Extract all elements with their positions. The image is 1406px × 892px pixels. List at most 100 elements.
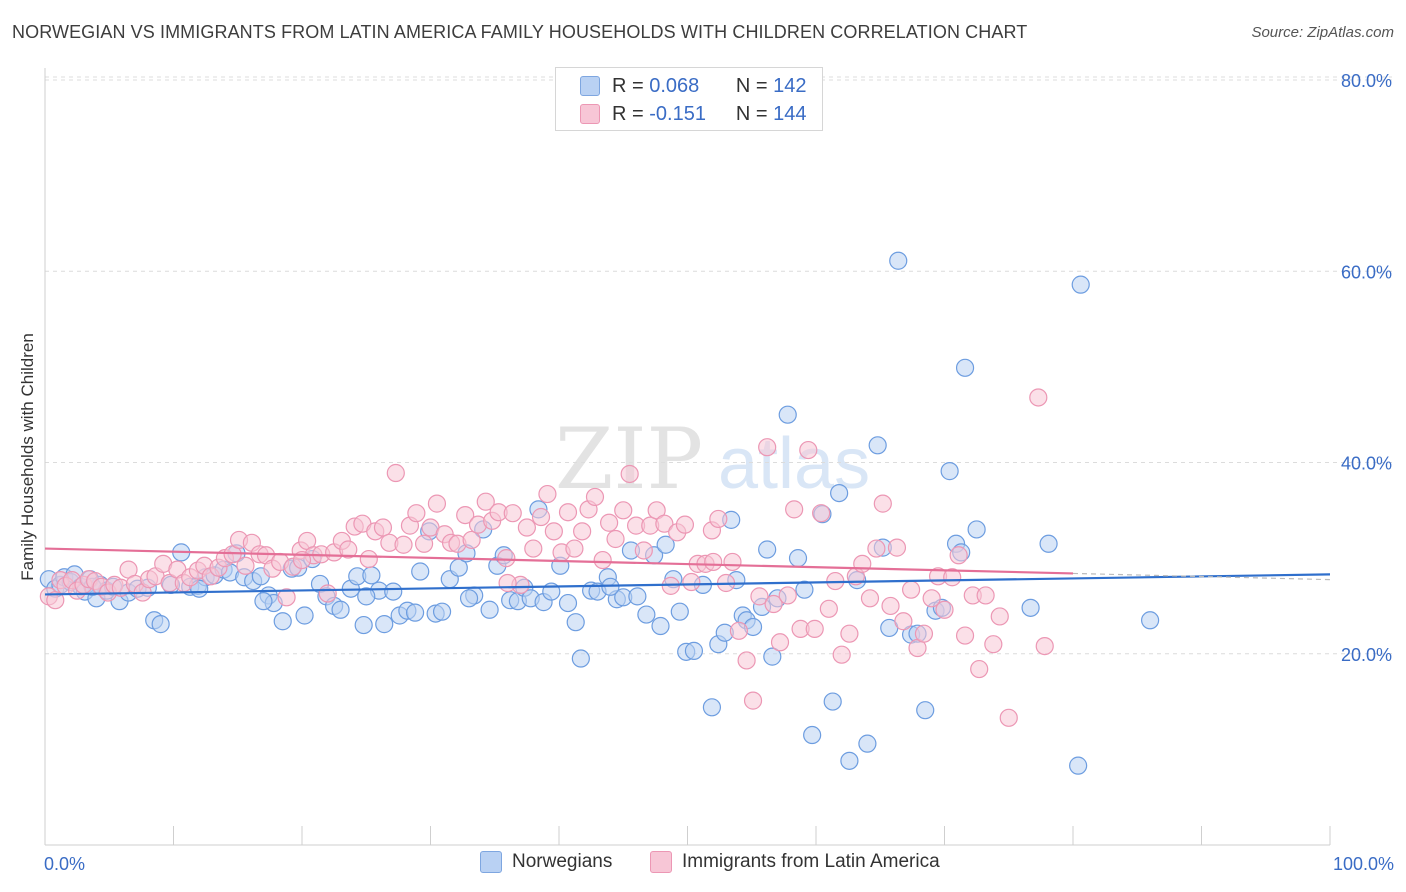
data-point-latin-america <box>585 487 605 507</box>
data-point-norwegians <box>405 603 425 622</box>
data-point-latin-america <box>955 626 975 645</box>
data-point-norwegians <box>375 615 394 634</box>
data-point-latin-america <box>565 539 584 558</box>
data-point-norwegians <box>637 605 656 624</box>
legend-n-value: 142 <box>773 74 807 97</box>
data-point-latin-america <box>799 440 818 460</box>
data-point-latin-america <box>318 584 337 603</box>
legend-item-latin-america[interactable]: Immigrants from Latin America <box>650 851 940 873</box>
data-point-norwegians <box>916 701 935 720</box>
data-point-latin-america <box>922 589 941 608</box>
data-point-latin-america <box>373 518 393 537</box>
legend-item-norwegians[interactable]: Norwegians <box>480 851 612 873</box>
y-tick-label: 60.0% <box>1341 262 1392 282</box>
x-tick-label-max: 100.0% <box>1333 854 1394 874</box>
data-point-latin-america <box>949 546 968 565</box>
data-point-norwegians <box>1140 611 1160 630</box>
data-point-latin-america <box>901 580 921 599</box>
data-point-norwegians <box>362 566 381 585</box>
data-point-latin-america <box>407 504 426 523</box>
data-point-latin-america <box>517 518 536 537</box>
data-point-norwegians <box>273 612 292 631</box>
data-point-latin-america <box>990 607 1009 626</box>
data-point-latin-america <box>860 589 880 608</box>
legend-n-label: N = <box>735 74 768 97</box>
data-point-norwegians <box>955 358 975 377</box>
data-point-latin-america <box>277 588 296 607</box>
correlation-legend: R = 0.068 N = 142 R = -0.151 N = 144 <box>555 67 823 131</box>
data-point-latin-america <box>812 504 831 523</box>
data-point-latin-america <box>984 635 1003 654</box>
data-point-latin-america <box>999 708 1018 727</box>
data-point-norwegians <box>384 582 403 601</box>
data-point-latin-america <box>606 529 625 549</box>
watermark-zip: ZIP <box>555 410 703 508</box>
data-point-norwegians <box>151 615 170 634</box>
data-point-latin-america <box>881 596 900 616</box>
data-point-latin-america <box>236 556 255 575</box>
legend-row-norwegians: R = 0.068 N = 142 <box>580 74 807 98</box>
data-point-latin-america <box>737 651 756 670</box>
data-point-norwegians <box>1021 598 1040 617</box>
legend-r-label: R = <box>612 102 644 125</box>
data-point-latin-america <box>620 464 639 484</box>
legend-swatch-norwegians <box>480 851 502 873</box>
trend-lines <box>44 547 1331 596</box>
data-point-latin-america <box>1035 636 1054 656</box>
data-point-latin-america <box>832 645 851 664</box>
data-point-latin-america <box>778 586 797 605</box>
legend-swatch-pink <box>580 104 600 124</box>
data-point-norwegians <box>628 587 647 606</box>
data-point-latin-america <box>1029 388 1048 407</box>
tick-labels: 20.0% 40.0% 60.0% 80.0% 0.0% 100.0% <box>44 71 1394 874</box>
data-point-norwegians <box>758 540 777 559</box>
data-point-latin-america <box>894 612 913 631</box>
data-point-norwegians <box>940 462 959 481</box>
data-point-latin-america <box>359 549 378 569</box>
data-point-latin-america <box>853 554 872 573</box>
data-point-norwegians <box>656 535 675 554</box>
data-point-latin-america <box>943 568 962 587</box>
data-point-latin-america <box>498 573 517 593</box>
data-point-latin-america <box>593 550 612 570</box>
data-point-norwegians <box>858 734 877 753</box>
data-point-latin-america <box>544 522 563 541</box>
data-point-latin-america <box>785 500 804 519</box>
data-point-norwegians <box>788 549 808 568</box>
data-point-norwegians <box>432 602 452 621</box>
data-point-latin-america <box>758 438 777 457</box>
data-point-latin-america <box>634 541 653 560</box>
x-tick-label-min: 0.0% <box>44 854 85 874</box>
data-point-latin-america <box>729 621 749 640</box>
data-point-latin-america <box>743 691 763 710</box>
data-point-latin-america <box>709 509 728 529</box>
data-point-norwegians <box>411 562 430 581</box>
data-point-norwegians <box>354 615 373 635</box>
trendline-norwegians <box>44 573 1331 596</box>
legend-r-label: R = <box>612 74 644 97</box>
data-point-latin-america <box>764 594 783 614</box>
data-point-latin-america <box>600 513 619 532</box>
data-point-latin-america <box>887 538 907 557</box>
data-point-latin-america <box>819 599 838 618</box>
y-tick-label: 40.0% <box>1341 454 1392 474</box>
data-point-norwegians <box>795 580 814 599</box>
data-point-latin-america <box>538 484 557 504</box>
data-point-latin-america <box>476 492 495 511</box>
data-point-latin-america <box>873 494 892 513</box>
data-point-latin-america <box>497 549 516 568</box>
data-point-norwegians <box>868 436 887 455</box>
data-point-latin-america <box>935 600 954 619</box>
data-point-latin-america <box>531 507 551 527</box>
data-point-latin-america <box>573 522 592 541</box>
legend-label-norwegians: Norwegians <box>512 851 613 872</box>
series-immigrants-latin-america <box>39 388 1054 727</box>
data-point-latin-america <box>524 539 543 558</box>
data-point-norwegians <box>651 616 670 636</box>
data-point-latin-america <box>840 624 859 643</box>
data-point-latin-america <box>805 619 824 638</box>
data-point-norwegians <box>670 602 689 621</box>
chart-title: NORWEGIAN VS IMMIGRANTS FROM LATIN AMERI… <box>12 22 1028 42</box>
data-point-norwegians <box>889 251 908 270</box>
